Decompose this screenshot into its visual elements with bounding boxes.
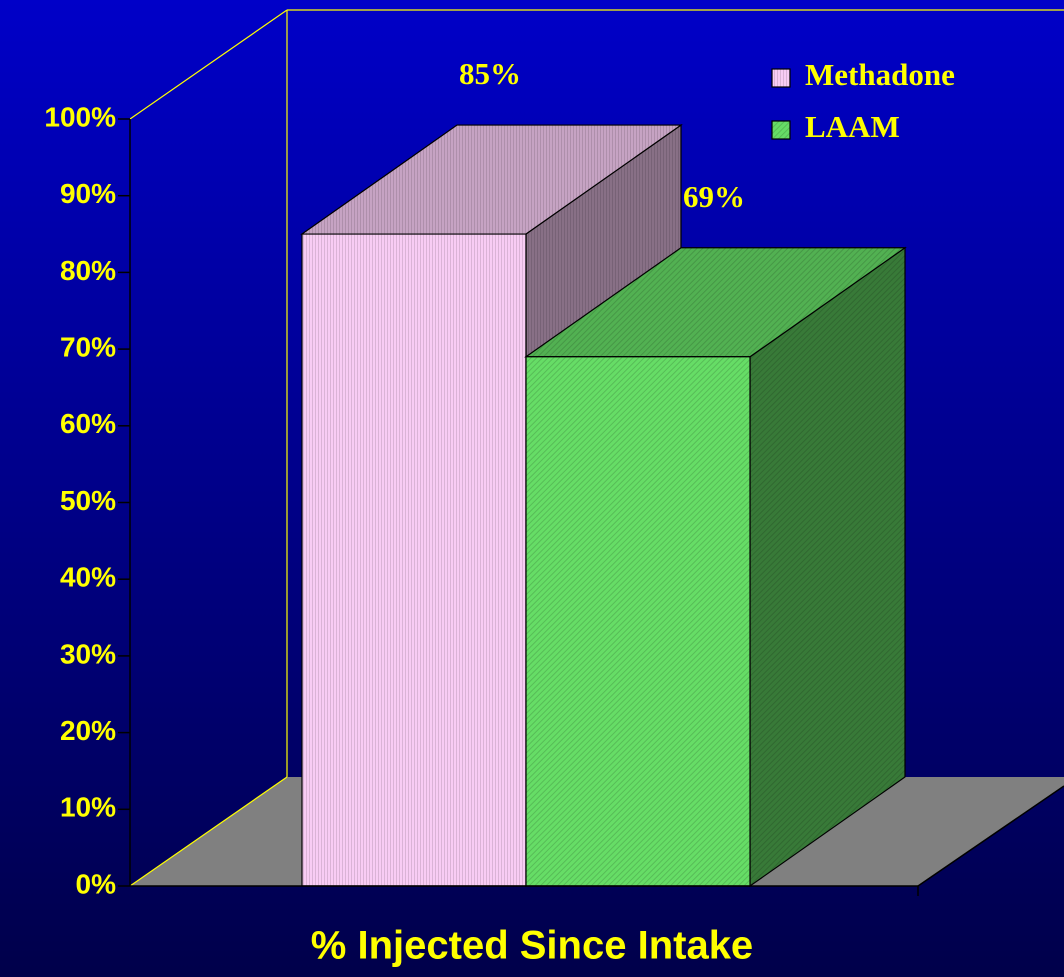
bar-top-texture xyxy=(526,247,905,357)
back-wall xyxy=(129,9,1064,887)
y-tick-label: 80% xyxy=(60,255,116,286)
y-tick-label: 0% xyxy=(76,868,117,899)
y-tick-label: 30% xyxy=(60,638,116,669)
bar-front-texture xyxy=(302,234,526,887)
y-tick-label: 90% xyxy=(60,178,116,209)
y-tick-label: 40% xyxy=(60,562,116,593)
value-label: 85% xyxy=(459,56,521,91)
bar-top-texture xyxy=(302,125,681,235)
y-tick-label: 100% xyxy=(44,101,116,132)
y-tick-label: 50% xyxy=(60,485,116,516)
legend-label: LAAM xyxy=(805,109,900,144)
bar xyxy=(524,246,907,888)
bar-front-texture xyxy=(526,356,750,886)
y-tick-label: 70% xyxy=(60,331,116,362)
y-tick-label: 20% xyxy=(60,715,116,746)
legend-swatch-texture xyxy=(772,121,790,139)
x-axis-label: % Injected Since Intake xyxy=(311,924,753,968)
plot xyxy=(300,123,907,888)
value-label: 69% xyxy=(683,179,745,214)
bar-side-texture xyxy=(750,247,905,886)
y-tick-label: 60% xyxy=(60,408,116,439)
legend-swatch-texture xyxy=(772,69,790,87)
y-tick-label: 10% xyxy=(60,792,116,823)
floor-edge xyxy=(130,785,1064,896)
legend-label: Methadone xyxy=(805,57,955,92)
